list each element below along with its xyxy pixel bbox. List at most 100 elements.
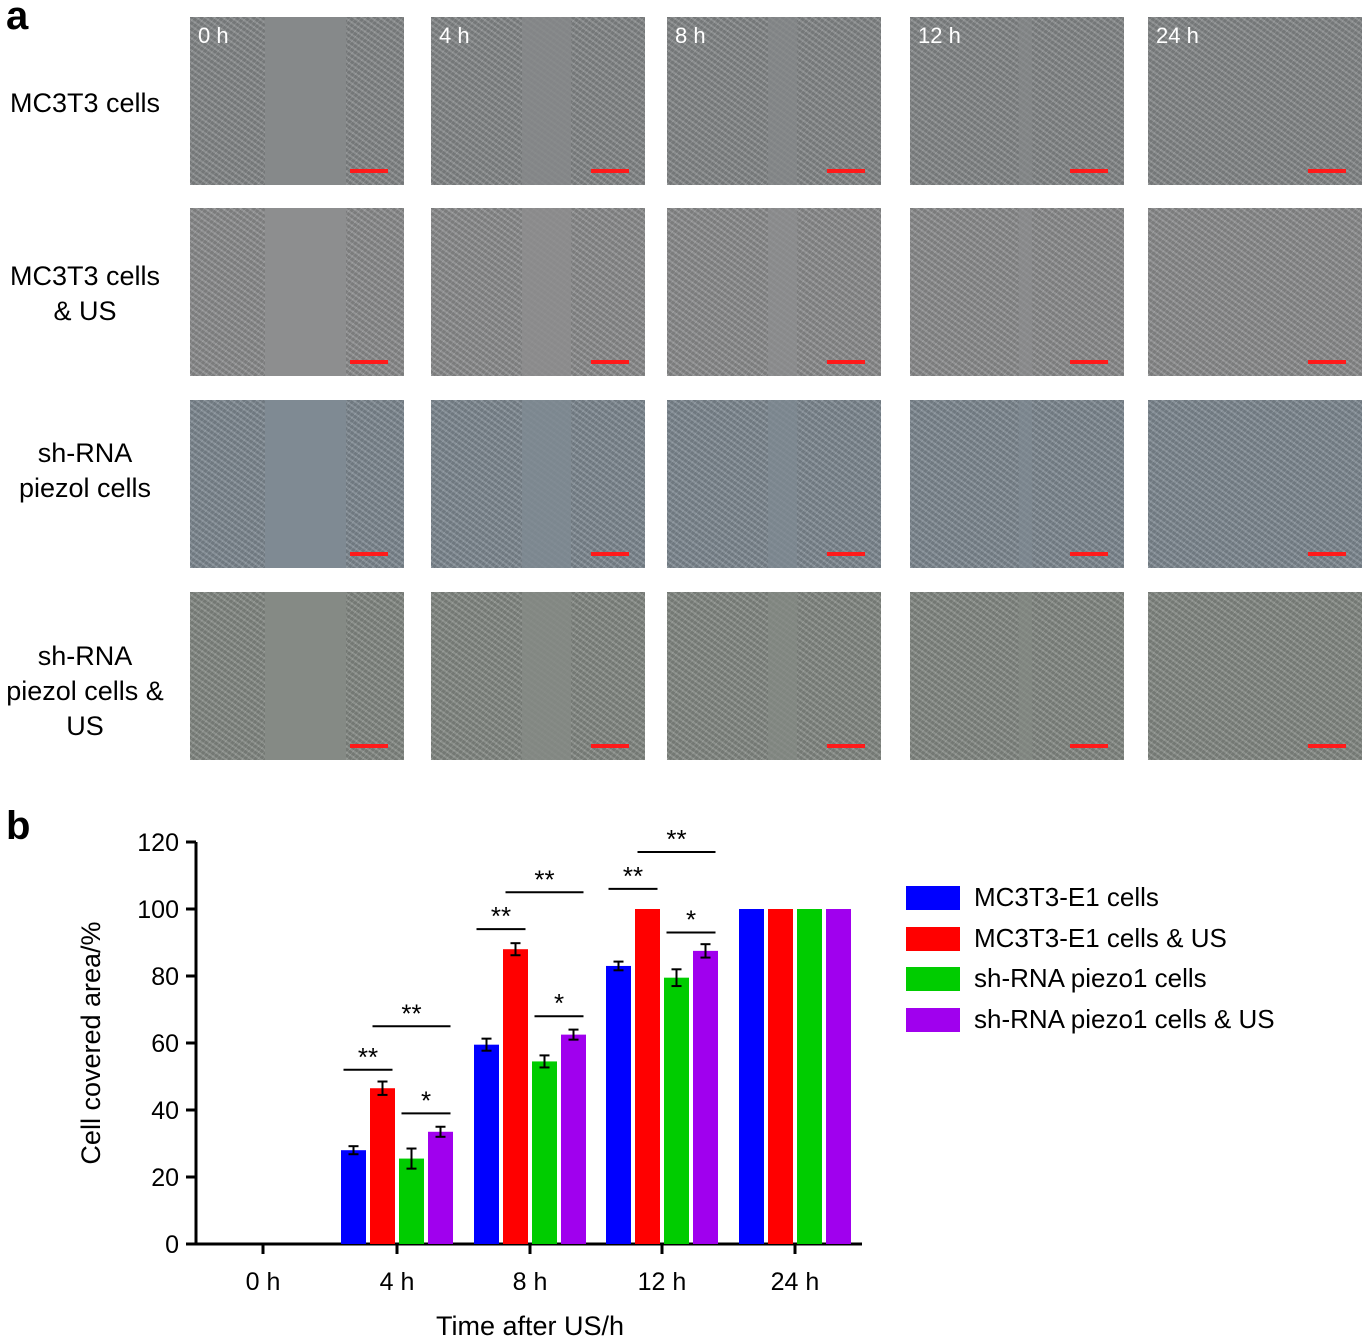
x-tick-label: 12 h (638, 1268, 687, 1296)
panel-b-letter: b (6, 804, 31, 848)
scale-bar (827, 169, 865, 173)
legend-swatch (906, 886, 960, 910)
scratch-gap (522, 400, 571, 568)
x-tick-label: 4 h (380, 1268, 415, 1296)
micrograph: 4 h (431, 17, 645, 185)
row-label: MC3T3 cells & US (9, 261, 161, 326)
scratch-gap (264, 17, 347, 185)
micrograph: 12 h (910, 17, 1124, 185)
significance-label: ** (534, 864, 554, 894)
bar (739, 909, 764, 1244)
scratch-gap (768, 400, 797, 568)
bar (341, 1150, 366, 1244)
row-label: sh-RNA piezol cells & US (6, 640, 164, 741)
significance-label: ** (623, 861, 643, 891)
y-tick-label: 0 (165, 1231, 179, 1259)
scratch-gap (264, 400, 347, 568)
bar (474, 1044, 499, 1244)
scratch-gap (522, 17, 571, 185)
y-tick-label: 120 (137, 829, 179, 857)
bar (503, 949, 528, 1244)
scale-bar (591, 360, 629, 364)
scale-bar (1070, 169, 1108, 173)
micrograph (667, 400, 881, 568)
legend-label: MC3T3-E1 cells & US (974, 922, 1227, 953)
panel-a-letter: a (6, 0, 29, 38)
significance-label: * (554, 988, 564, 1018)
bar (826, 909, 851, 1244)
micrograph (431, 400, 645, 568)
scale-bar (591, 552, 629, 556)
significance-label: ** (401, 998, 421, 1028)
bar (768, 909, 793, 1244)
significance-label: * (686, 904, 696, 934)
micrograph (431, 592, 645, 760)
micrograph (910, 592, 1124, 760)
scratch-gap (1019, 592, 1032, 760)
scratch-gap (264, 208, 347, 376)
scratch-gap (768, 17, 797, 185)
time-label: 4 h (439, 23, 470, 48)
scale-bar (1308, 744, 1346, 748)
bar (399, 1158, 424, 1244)
bar (532, 1061, 557, 1244)
micrograph: 8 h (667, 17, 881, 185)
significance-label: ** (358, 1042, 378, 1072)
scale-bar (1070, 744, 1108, 748)
time-label: 8 h (675, 23, 706, 48)
scale-bar (350, 360, 388, 364)
significance-label: ** (666, 824, 686, 854)
scale-bar (1070, 552, 1108, 556)
scratch-gap (264, 592, 347, 760)
row-label: sh-RNA piezol cells (18, 438, 152, 503)
micrograph (910, 208, 1124, 376)
scratch-gap (522, 592, 571, 760)
bar (693, 950, 718, 1244)
micrograph (1148, 592, 1362, 760)
bar (561, 1034, 586, 1244)
scale-bar (1308, 552, 1346, 556)
micrograph (190, 208, 404, 376)
significance-label: * (421, 1085, 431, 1115)
scratch-gap (1019, 400, 1032, 568)
micrograph (667, 592, 881, 760)
y-tick-label: 40 (151, 1097, 179, 1125)
scale-bar (1070, 360, 1108, 364)
micrograph (910, 400, 1124, 568)
bar (606, 965, 631, 1244)
x-tick-label: 8 h (513, 1268, 548, 1296)
time-label: 0 h (198, 23, 229, 48)
scratch-gap (522, 208, 571, 376)
micrograph (431, 208, 645, 376)
scratch-gap (1019, 17, 1032, 185)
legend-label: sh-RNA piezo1 cells & US (974, 1003, 1275, 1034)
bar-chart: 0 20 40 60 80 100 120 0 h 4 h 8 h 12 h 24 h Time aft… (76, 824, 862, 1337)
y-tick-label: 100 (137, 896, 179, 924)
y-tick-label: 80 (151, 963, 179, 991)
legend-label: MC3T3-E1 cells (974, 882, 1159, 912)
bar (664, 977, 689, 1244)
row-label: MC3T3 cells (9, 87, 161, 118)
significance-label: ** (491, 901, 511, 931)
legend-label: sh-RNA piezo1 cells (974, 963, 1207, 993)
micrograph (1148, 400, 1362, 568)
legend-swatch (906, 926, 960, 951)
scale-bar (1308, 360, 1346, 364)
scale-bar (591, 744, 629, 748)
micrograph (667, 208, 881, 376)
legend-swatch (906, 967, 960, 991)
scale-bar (591, 169, 629, 173)
x-axis-label: Time after US/h (436, 1311, 624, 1337)
scale-bar (827, 360, 865, 364)
legend-swatch (906, 1007, 960, 1032)
scale-bar (350, 169, 388, 173)
bar (635, 909, 660, 1244)
micrograph (1148, 208, 1362, 376)
scale-bar (350, 744, 388, 748)
x-tick-label: 0 h (246, 1268, 281, 1296)
y-tick-label: 60 (151, 1030, 179, 1058)
scratch-gap (768, 208, 797, 376)
scale-bar (350, 552, 388, 556)
bar (428, 1131, 453, 1244)
scale-bar (827, 552, 865, 556)
